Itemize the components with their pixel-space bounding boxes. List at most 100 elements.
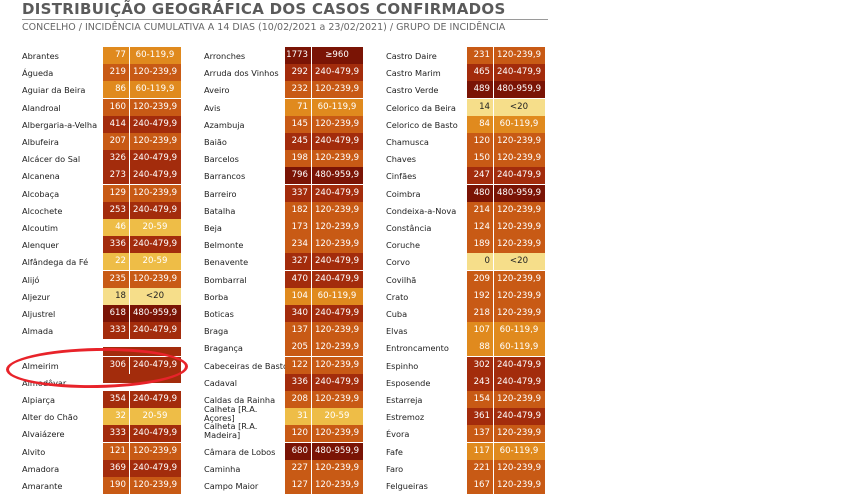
municipality-name: Esposende [386,377,431,388]
municipality-name: Amarante [22,481,63,491]
cell-divider [493,47,494,64]
incidence-group: 120-239,9 [493,47,545,64]
incidence-group: 120-239,9 [311,477,363,494]
incidence-value: 245 [285,133,311,150]
incidence-value: 71 [285,98,311,116]
municipality-name: Calheta [R.A. Madeira] [204,421,258,441]
cell-divider [311,339,312,357]
incidence-value: 207 [103,133,129,150]
cell-divider [493,115,494,133]
incidence-group: 120-239,9 [493,219,545,236]
municipality-name: Alvito [22,446,46,457]
incidence-group: 60-119,9 [493,115,545,133]
cell-divider [129,425,130,443]
municipality-name: Caldas da Rainha [204,395,276,405]
incidence-value: 173 [285,219,311,236]
incidence-value: 107 [467,322,493,340]
cell-divider [311,115,312,133]
municipality-name: Alcácer do Sal [22,154,81,165]
incidence-group: 240-479,9 [311,184,363,202]
cell-divider [311,64,312,82]
incidence-group: 120-239,9 [311,201,363,219]
incidence-value: 182 [285,201,311,219]
cell-divider [311,98,312,116]
cell-divider [129,184,130,202]
incidence-value: 46 [103,219,129,236]
cell-divider [311,219,312,236]
municipality-name: Faro [386,463,404,474]
incidence-value: 32 [103,408,129,426]
municipality-name: Caminha [204,463,241,474]
municipality-name: Câmara de Lobos [204,446,276,457]
cell-divider [311,322,312,340]
incidence-value: 243 [467,373,493,391]
municipality-name: Corvo [386,257,410,268]
cell-divider [129,133,130,150]
incidence-value: 333 [103,322,129,340]
incidence-group: 120-239,9 [311,459,363,477]
cell-divider [493,339,494,357]
incidence-value: 145 [285,115,311,133]
incidence-value: 302 [467,356,493,374]
incidence-group: 120-239,9 [493,477,545,494]
municipality-name: Felgueiras [386,481,428,491]
incidence-group: 120-239,9 [493,391,545,408]
incidence-group: 480-959,9 [129,305,181,322]
municipality-name: Amadora [22,463,60,474]
incidence-value: 326 [103,150,129,168]
municipality-name: Aljustrel [22,309,56,319]
cell-divider [493,201,494,219]
cell-divider [129,408,130,426]
incidence-value: 292 [285,64,311,82]
incidence-group: 60-119,9 [311,98,363,116]
municipality-name: Castro Daire [386,51,437,61]
municipality-name: Bombarral [204,274,247,285]
cell-divider [311,477,312,494]
cell-divider [129,287,130,305]
cell-divider [129,64,130,82]
incidence-value: 618 [103,305,129,322]
municipality-name: Alter do Chão [22,412,78,423]
incidence-value: 336 [285,373,311,391]
incidence-group: 60-119,9 [129,81,181,99]
incidence-group: 20-59 [129,219,181,236]
municipality-name: Alcanena [22,171,60,182]
incidence-group: 120-239,9 [129,98,181,116]
municipality-name: Beja [204,223,222,233]
cell-divider [129,236,130,254]
incidence-value: 340 [285,305,311,322]
cell-divider [129,253,130,271]
municipality-name: Almada [22,326,54,337]
incidence-value: 150 [467,150,493,168]
cell-divider [311,253,312,271]
incidence-group: 240-479,9 [129,150,181,168]
cell-divider [129,81,130,99]
incidence-value: 88 [467,339,493,357]
incidence-value: 214 [467,201,493,219]
municipality-name: Coimbra [386,188,421,199]
incidence-value: 221 [467,459,493,477]
incidence-value: 234 [285,236,311,254]
incidence-group: 240-479,9 [129,167,181,185]
municipality-name: Alenquer [22,240,59,251]
incidence-group: 20-59 [129,408,181,426]
incidence-value: 414 [103,115,129,133]
incidence-value: 205 [285,339,311,357]
incidence-value: 137 [285,322,311,340]
municipality-name: Alcobaça [22,188,60,199]
incidence-group: 120-239,9 [493,459,545,477]
page-title: DISTRIBUIÇÃO GEOGRÁFICA DOS CASOS CONFIR… [22,0,506,18]
cell-divider [129,356,130,374]
incidence-group: ≥960 [311,47,363,64]
municipality-name: Braga [204,326,229,337]
incidence-group: 120-239,9 [493,133,545,150]
cell-divider [311,391,312,408]
incidence-value: 465 [467,64,493,82]
incidence-value: 480 [467,184,493,202]
incidence-group: 240-479,9 [129,459,181,477]
incidence-value: 84 [467,115,493,133]
municipality-name: Constância [386,223,432,233]
cell-divider [493,322,494,340]
municipality-name: Benavente [204,257,249,268]
municipality-name: Entroncamento [386,343,449,354]
